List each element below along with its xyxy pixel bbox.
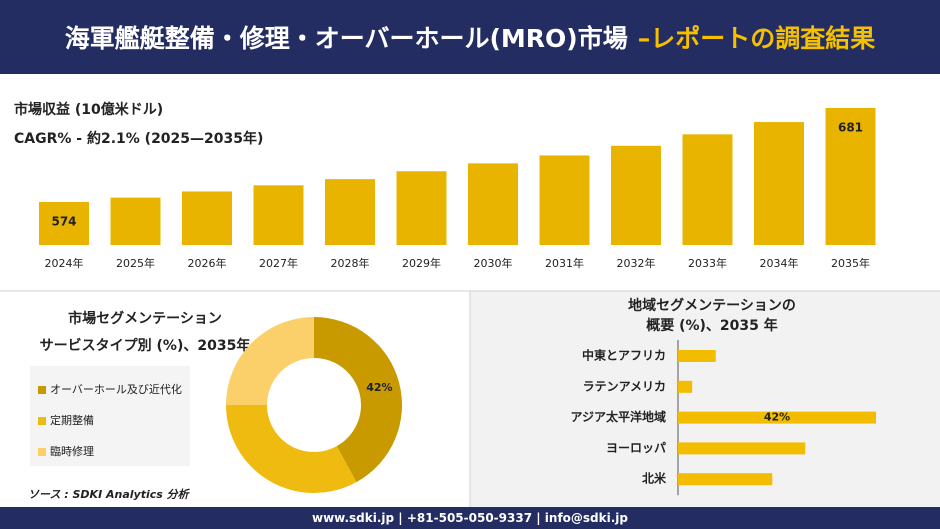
y-tick-label: ヨーロッパ [606,441,666,455]
x-tick-label: 2026年 [188,256,227,270]
bar [678,442,806,455]
x-tick-label: 2033年 [688,256,727,270]
bar [611,145,661,245]
bar [468,163,518,245]
bar [678,350,716,362]
value-label: 42% [366,381,392,394]
header-title: 海軍艦艇整備・修理・オーバーホール(MRO)市場 [64,24,628,53]
bar [325,179,375,245]
bar [182,191,232,245]
x-tick-label: 2031年 [545,256,584,270]
legend-swatch [38,386,46,394]
x-tick-label: 2035年 [831,256,870,270]
x-tick-label: 2025年 [116,256,155,270]
x-tick-label: 2027年 [259,256,298,270]
bar [754,122,804,245]
legend-label: 定期整備 [50,413,94,427]
x-tick-label: 2024年 [45,256,84,270]
donut-segment [226,405,357,494]
header: 海軍艦艇整備・修理・オーバーホール(MRO)市場 –レポートの調査結果 [0,0,940,74]
header-subtitle: –レポートの調査結果 [637,24,876,53]
x-tick-label: 2034年 [760,256,799,270]
chart-subtitle: 概要 (%)、2035 年 [646,317,778,334]
y-tick-label: アジア太平洋地域 [570,409,666,424]
value-label: 574 [51,215,76,229]
panel-bg [470,291,940,507]
bar [39,202,89,245]
chart-title: 地域セグメンテーションの [628,297,796,314]
bar [682,134,733,245]
value-label: 681 [838,121,863,135]
x-tick-label: 2028年 [331,256,370,270]
donut-segment [226,317,314,405]
value-label-bg [365,380,394,397]
y-tick-label: ラテンアメリカ [583,379,666,393]
x-tick-label: 2029年 [402,256,441,270]
legend-label: 臨時修理 [50,444,94,458]
chart-subtitle: CAGR% - 約2.1% (2025—2035年) [14,130,263,147]
x-tick-label: 2032年 [617,256,656,270]
bar [110,197,161,245]
value-label: 42% [764,411,790,424]
donut-segment [314,317,402,483]
legend-bg [30,366,190,466]
chart-title: 市場収益 (10億米ドル) [14,101,163,118]
bar [678,380,693,393]
legend-swatch [38,448,46,456]
bar [539,155,590,245]
bar [825,108,876,245]
y-tick-label: 北米 [642,471,667,486]
y-tick-label: 中東とアフリカ [582,348,666,363]
x-tick-label: 2030年 [474,256,513,270]
source: ソース : SDKI Analytics 分析 [28,488,191,501]
charts: 市場収益 (10億米ドル) CAGR% - 約2.1% (2025—2035年)… [0,101,940,507]
bar [253,185,304,245]
legend-label: オーバーホール及び近代化 [50,382,182,396]
footer-contact: www.sdki.jp | +81-505-050-9337 | info@sd… [311,511,628,525]
chart-title: 市場セグメンテーション [68,310,222,327]
legend-swatch [38,417,46,425]
chart-subtitle: サービスタイプ別 (%)、2035年 [40,337,251,354]
bar [396,171,447,245]
bar [678,411,876,424]
footer: www.sdki.jp | +81-505-050-9337 | info@sd… [0,507,940,529]
bar [678,473,773,486]
